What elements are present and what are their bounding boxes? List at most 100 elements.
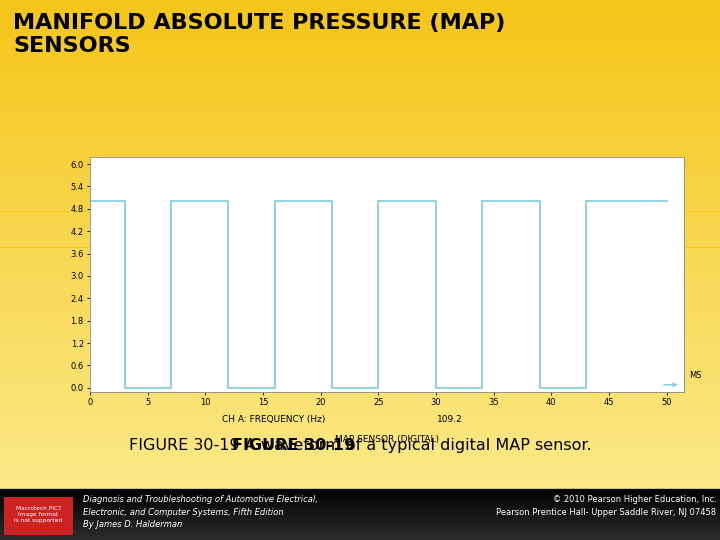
Bar: [0, 122, 720, 126]
Bar: [0, 306, 720, 310]
Bar: [0, 355, 720, 360]
Bar: [0, 490, 720, 495]
Bar: [0, 450, 720, 455]
Text: Macrotech PICT
Image format
is not supported: Macrotech PICT Image format is not suppo…: [14, 506, 63, 523]
Bar: [0, 148, 720, 153]
Bar: [0, 441, 720, 445]
Bar: [0, 537, 720, 538]
Bar: [0, 499, 720, 501]
Text: FIGURE 30-19 A waveform of a typical digital MAP sensor.: FIGURE 30-19 A waveform of a typical dig…: [129, 438, 591, 453]
Bar: [0, 428, 720, 432]
Bar: [0, 378, 720, 382]
Bar: [0, 506, 720, 508]
Bar: [0, 512, 720, 514]
Bar: [0, 511, 720, 512]
Bar: [0, 514, 720, 516]
Bar: [0, 270, 720, 274]
Bar: [0, 185, 720, 189]
Bar: [0, 525, 720, 526]
Bar: [0, 252, 720, 256]
Bar: [0, 518, 720, 519]
Bar: [0, 526, 720, 528]
Bar: [0, 521, 720, 523]
Bar: [0, 472, 720, 477]
Bar: [0, 324, 720, 328]
Bar: [0, 117, 720, 122]
Bar: [0, 112, 720, 117]
Text: CH A: FREQUENCY (Hz): CH A: FREQUENCY (Hz): [222, 415, 326, 424]
Text: Diagnosis and Troubleshooting of Automotive Electrical,
Electronic, and Computer: Diagnosis and Troubleshooting of Automot…: [83, 495, 318, 529]
Bar: [0, 247, 720, 252]
Bar: [0, 489, 720, 540]
Bar: [0, 225, 720, 229]
Bar: [0, 401, 720, 405]
Bar: [0, 153, 720, 158]
Text: © 2010 Pearson Higher Education, Inc.
Pearson Prentice Hall- Upper Saddle River,: © 2010 Pearson Higher Education, Inc. Pe…: [496, 495, 716, 517]
Bar: [0, 266, 720, 270]
Bar: [0, 528, 720, 530]
Bar: [0, 234, 720, 239]
Bar: [0, 392, 720, 396]
Bar: [0, 212, 720, 216]
Bar: [0, 256, 720, 261]
Bar: [0, 342, 720, 347]
Bar: [0, 216, 720, 220]
Bar: [0, 500, 720, 504]
Bar: [0, 333, 720, 338]
Bar: [0, 176, 720, 180]
Bar: [0, 338, 720, 342]
Bar: [0, 85, 720, 90]
Text: MS: MS: [689, 370, 701, 380]
Bar: [0, 490, 720, 492]
Bar: [0, 230, 720, 234]
Bar: [0, 496, 720, 497]
Bar: [0, 502, 720, 504]
Bar: [0, 0, 720, 4]
Bar: [4, 497, 73, 535]
Bar: [0, 531, 720, 533]
Bar: [0, 328, 720, 333]
Text: FIGURE 30-19: FIGURE 30-19: [232, 438, 355, 453]
Bar: [0, 14, 720, 18]
Bar: [0, 351, 720, 355]
Bar: [0, 166, 720, 171]
Bar: [0, 387, 720, 392]
Bar: [0, 207, 720, 212]
Bar: [0, 77, 720, 81]
Bar: [0, 396, 720, 401]
Text: 109.2: 109.2: [436, 415, 462, 424]
Bar: [0, 202, 720, 207]
Bar: [0, 509, 720, 513]
Bar: [0, 171, 720, 176]
Bar: [0, 468, 720, 472]
Bar: [0, 504, 720, 506]
Bar: [0, 58, 720, 63]
Bar: [0, 530, 720, 531]
Bar: [0, 261, 720, 266]
Bar: [0, 239, 720, 243]
Bar: [0, 297, 720, 301]
Bar: [0, 522, 720, 526]
Bar: [0, 369, 720, 374]
Bar: [0, 104, 720, 108]
Bar: [0, 536, 720, 540]
Bar: [0, 414, 720, 418]
Bar: [0, 364, 720, 369]
Bar: [0, 516, 720, 518]
Bar: [0, 139, 720, 144]
Bar: [0, 535, 720, 537]
Bar: [0, 94, 720, 99]
Bar: [0, 284, 720, 288]
Bar: [0, 446, 720, 450]
Bar: [0, 310, 720, 315]
Bar: [0, 301, 720, 306]
Bar: [0, 90, 720, 94]
Bar: [0, 99, 720, 104]
Bar: [0, 517, 720, 522]
Bar: [0, 459, 720, 463]
Bar: [0, 23, 720, 27]
Bar: [0, 40, 720, 45]
Bar: [0, 131, 720, 135]
Bar: [0, 513, 720, 517]
Bar: [0, 4, 720, 9]
